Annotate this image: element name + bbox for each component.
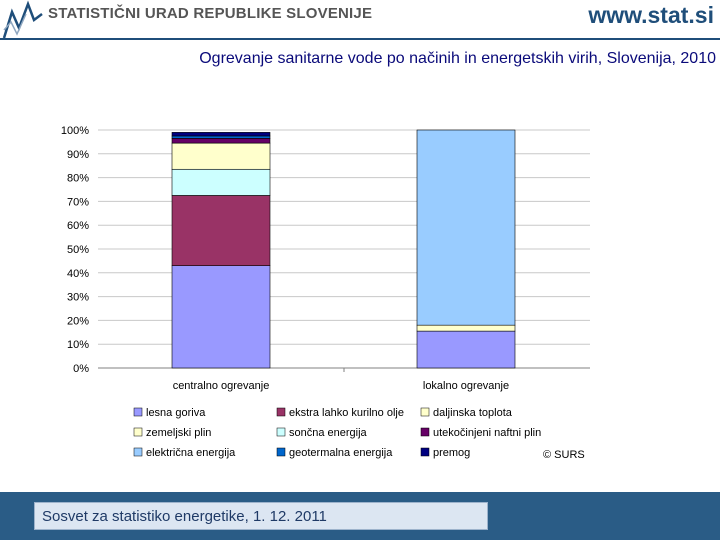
y-axis-ticks: 0% 10% 20% 30% 40% 50% 60% 70% 80% 90% 100% xyxy=(61,125,89,375)
legend-label: geotermalna energija xyxy=(289,447,393,459)
footer-text: Sosvet za statistiko energetike, 1. 12. … xyxy=(42,508,327,525)
surs-zigzag-logo-icon xyxy=(2,0,43,39)
bar-segment xyxy=(171,265,271,369)
footer-box xyxy=(34,502,488,530)
y-tick-label: 20% xyxy=(67,315,89,327)
org-name: STATISTIČNI URAD REPUBLIKE SLOVENIJE xyxy=(48,5,373,22)
legend-label: električna energija xyxy=(146,447,236,459)
stacked-bar-chart: 0% 10% 20% 30% 40% 50% 60% 70% 80% 90% 100% centra… xyxy=(61,125,590,461)
bar-segment xyxy=(171,135,271,139)
chart-bars xyxy=(171,129,516,369)
y-tick-label: 100% xyxy=(61,125,89,137)
bar-segment xyxy=(171,142,271,170)
legend-label: utekočinjeni naftni plin xyxy=(433,427,541,439)
legend-label: premog xyxy=(433,447,470,459)
legend-label: lesna goriva xyxy=(146,407,206,419)
x-axis-ticks: centralno ogrevanje lokalno ogrevanje xyxy=(173,368,509,392)
legend-label: sončna energija xyxy=(289,427,368,439)
legend-swatch xyxy=(276,447,286,457)
y-tick-label: 30% xyxy=(67,292,89,304)
y-tick-label: 50% xyxy=(67,244,89,256)
y-tick-label: 70% xyxy=(67,196,89,208)
y-tick-label: 0% xyxy=(73,363,89,375)
legend-swatch xyxy=(420,427,430,437)
y-tick-label: 10% xyxy=(67,339,89,351)
x-tick-label: centralno ogrevanje xyxy=(173,380,270,392)
y-tick-label: 60% xyxy=(67,220,89,232)
chart-legend: lesna goriva ekstra lahko kurilno olje dal… xyxy=(133,407,541,459)
legend-swatch xyxy=(276,407,286,417)
legend-label: zemeljski plin xyxy=(146,427,211,439)
bar-segment xyxy=(171,168,271,196)
site-url-link[interactable]: www.stat.si xyxy=(588,2,714,28)
y-tick-label: 80% xyxy=(67,173,89,185)
legend-swatch xyxy=(133,427,143,437)
bar-segment xyxy=(171,132,271,137)
bar-segment xyxy=(416,129,516,326)
legend-swatch xyxy=(133,407,143,417)
legend-label: daljinska toplota xyxy=(433,407,513,419)
bar-segment xyxy=(171,195,271,266)
copyright-label: © SURS xyxy=(543,449,585,461)
y-tick-label: 90% xyxy=(67,149,89,161)
header: STATISTIČNI URAD REPUBLIKE SLOVENIJE www… xyxy=(0,0,720,40)
y-tick-label: 40% xyxy=(67,268,89,280)
x-tick-label: lokalno ogrevanje xyxy=(423,380,509,392)
header-divider xyxy=(0,38,720,40)
legend-swatch xyxy=(133,447,143,457)
legend-label: ekstra lahko kurilno olje xyxy=(289,407,404,419)
legend-swatch xyxy=(420,447,430,457)
bar-segment xyxy=(171,138,271,144)
bar-segment xyxy=(416,324,516,332)
legend-swatch xyxy=(420,407,430,417)
legend-swatch xyxy=(276,427,286,437)
bar-segment xyxy=(416,330,516,369)
page-title: Ogrevanje sanitarne vode po načinih in e… xyxy=(199,50,716,67)
